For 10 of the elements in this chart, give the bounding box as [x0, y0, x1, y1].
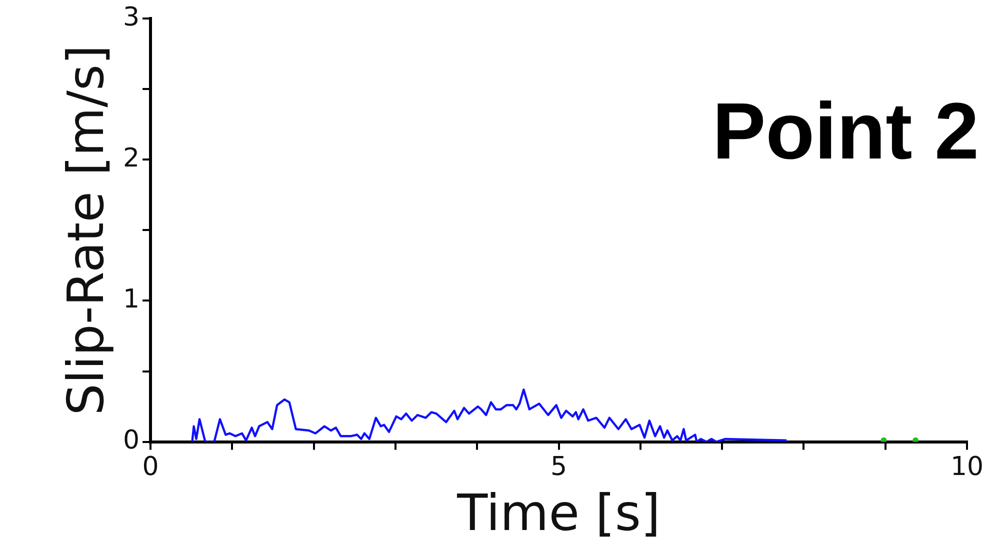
x-axis-title: Time [s]: [456, 484, 660, 542]
y-tick-label: 1: [122, 284, 140, 314]
y-axis-title: Slip-Rate [m/s]: [56, 44, 115, 416]
y-tick-label: 3: [122, 2, 140, 32]
annotation: Point 2: [712, 86, 979, 176]
x-tick-label: 0: [142, 452, 159, 482]
y-tick-label: 0: [122, 426, 140, 456]
y-tick-label: 2: [122, 143, 140, 174]
x-tick-label: 10: [950, 452, 984, 482]
x-tick-label: 5: [550, 452, 568, 482]
